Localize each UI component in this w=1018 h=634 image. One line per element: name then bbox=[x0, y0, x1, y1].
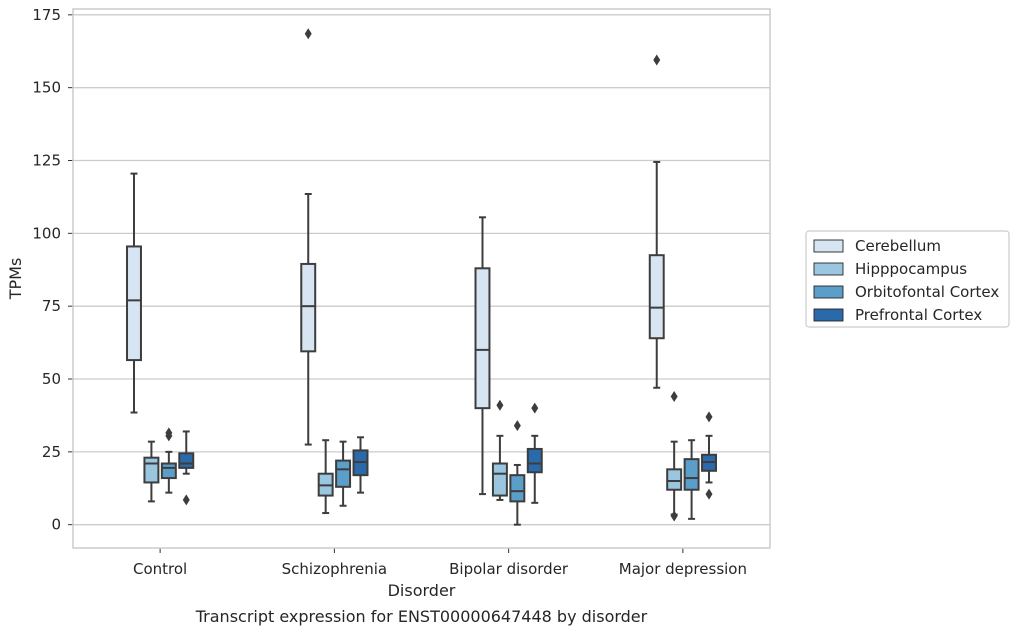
box-hipppocampus bbox=[666, 390, 683, 522]
box-hipppocampus bbox=[317, 439, 334, 515]
box-hipppocampus bbox=[143, 440, 160, 503]
y-tick-label: 50 bbox=[42, 370, 61, 388]
y-tick-label: 0 bbox=[51, 516, 61, 534]
outlier-point bbox=[531, 402, 539, 414]
y-tick-label: 25 bbox=[42, 443, 61, 461]
y-tick-label: 100 bbox=[32, 224, 61, 242]
outlier-point bbox=[165, 427, 173, 439]
outlier-point bbox=[705, 411, 713, 423]
legend-swatch bbox=[813, 262, 844, 276]
box-orbitofontal-cortex bbox=[160, 427, 177, 494]
legend-swatch bbox=[813, 239, 844, 253]
box-prefrontal-cortex bbox=[178, 430, 195, 506]
box-prefrontal-cortex bbox=[352, 436, 369, 494]
legend-frame bbox=[805, 230, 1010, 328]
x-tick-label: Control bbox=[133, 560, 187, 578]
y-tick-label: 150 bbox=[32, 79, 61, 97]
legend-swatch bbox=[813, 285, 844, 299]
box-cerebellum bbox=[126, 172, 142, 414]
x-axis-label: Disorder bbox=[388, 581, 456, 600]
outlier-point bbox=[513, 420, 521, 432]
outlier-point bbox=[304, 28, 312, 40]
box-iqr bbox=[648, 254, 665, 340]
y-tick-label: 125 bbox=[32, 152, 61, 170]
legend: Cerebellum Hipppocampus Orbitofontal Corte… bbox=[805, 230, 1010, 328]
box-iqr bbox=[160, 462, 177, 480]
box-iqr bbox=[335, 459, 352, 488]
y-tick-label: 75 bbox=[42, 297, 61, 315]
plot-frame bbox=[72, 8, 771, 549]
legend-swatch bbox=[813, 308, 844, 322]
box-orbitofontal-cortex bbox=[335, 440, 352, 507]
box-prefrontal-cortex bbox=[526, 402, 543, 504]
box-iqr bbox=[178, 452, 195, 469]
box-iqr bbox=[683, 458, 700, 491]
boxes bbox=[126, 28, 717, 526]
outlier-point bbox=[670, 390, 678, 402]
y-axis: 0 25 50 75 100 125 150 175 bbox=[32, 6, 73, 534]
box-orbitofontal-cortex bbox=[683, 439, 700, 520]
box-cerebellum bbox=[648, 54, 665, 389]
outlier-point bbox=[653, 54, 661, 66]
box-iqr bbox=[526, 447, 543, 474]
box-prefrontal-cortex bbox=[701, 411, 717, 500]
chart-caption: Transcript expression for ENST0000064744… bbox=[195, 607, 648, 626]
outlier-point bbox=[705, 488, 713, 500]
outlier-point bbox=[496, 399, 504, 411]
box-iqr bbox=[666, 468, 683, 491]
box-iqr bbox=[491, 462, 508, 497]
box-cerebellum bbox=[474, 216, 491, 496]
outlier-point bbox=[182, 494, 190, 506]
y-axis-label: TPMs bbox=[6, 258, 25, 301]
box-iqr bbox=[126, 245, 142, 362]
box-cerebellum bbox=[300, 28, 317, 446]
x-axis: Control Schizophrenia Bipolar disorder Majo… bbox=[133, 548, 747, 578]
outlier-point bbox=[670, 510, 678, 522]
legend-label: Prefrontal Cortex bbox=[855, 306, 982, 324]
box-iqr bbox=[474, 267, 491, 410]
x-tick-label: Schizophrenia bbox=[282, 560, 387, 578]
box-iqr bbox=[143, 456, 160, 484]
legend-label: Hipppocampus bbox=[855, 260, 967, 278]
legend-label: Cerebellum bbox=[855, 237, 941, 255]
box-hipppocampus bbox=[491, 399, 508, 501]
legend-label: Orbitofontal Cortex bbox=[855, 283, 999, 301]
x-tick-label: Bipolar disorder bbox=[449, 560, 569, 578]
grid-lines bbox=[73, 14, 770, 526]
box-orbitofontal-cortex bbox=[509, 420, 526, 526]
box-iqr bbox=[300, 262, 317, 353]
x-tick-label: Major depression bbox=[619, 560, 747, 578]
box-iqr bbox=[509, 474, 526, 503]
y-tick-label: 175 bbox=[32, 6, 61, 24]
